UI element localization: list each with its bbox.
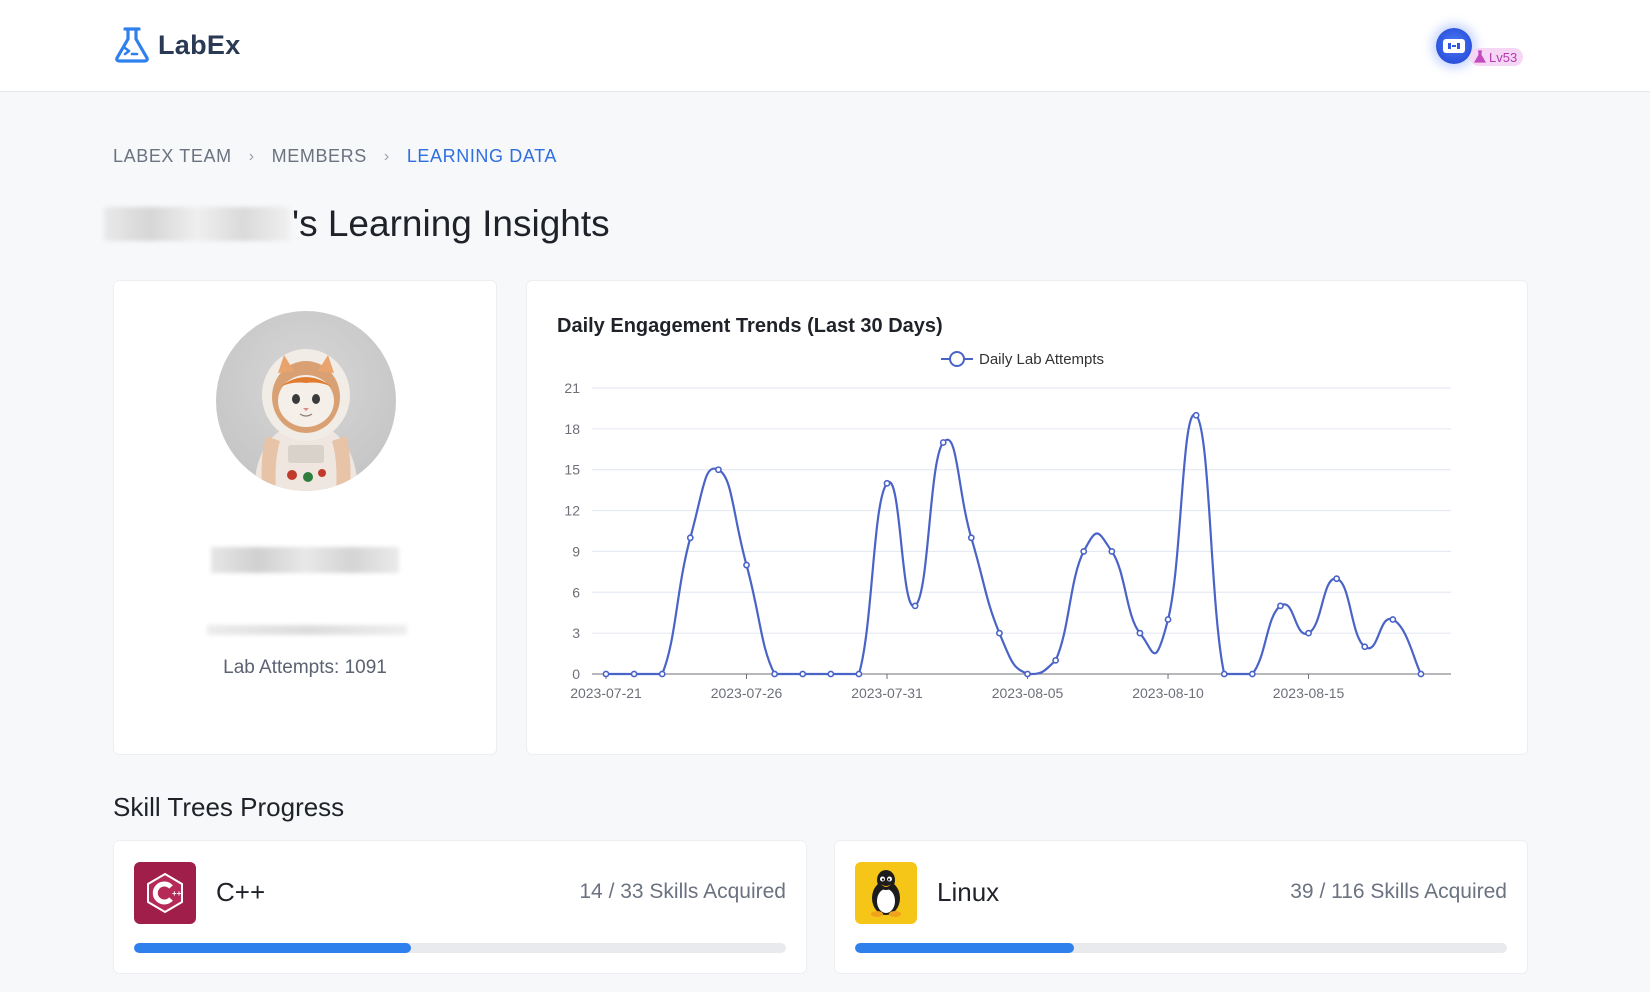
skill-count-cpp: 14 / 33 Skills Acquired [579,880,786,903]
linux-tux-icon [855,862,917,924]
astronaut-cat-avatar-icon [254,349,358,491]
data-point[interactable] [658,670,666,678]
data-point[interactable] [1248,670,1256,678]
data-point[interactable] [630,670,638,678]
cpp-logo-icon: ++ [134,862,196,924]
data-point[interactable] [1220,670,1228,678]
breadcrumb: LABEX TEAM › MEMBERS › LEARNING DATA [113,146,557,167]
page-title: 's Learning Insights [104,203,610,245]
flask-logo-icon [115,27,149,63]
skill-name-linux: Linux [937,877,1000,907]
y-tick-label: 9 [572,543,580,559]
data-point[interactable] [1108,548,1116,555]
engagement-chart-card: Daily Engagement Trends (Last 30 Days) D… [526,280,1528,755]
data-point[interactable] [1136,629,1144,637]
chart-grid [592,387,1451,675]
x-tick-label: 2023-08-15 [1273,685,1345,701]
skill-progress-fill-linux [855,943,1075,953]
data-point[interactable] [686,534,694,542]
redacted-user-handle [207,625,407,635]
labex-logo[interactable]: LabEx [112,24,241,66]
robot-face-icon [1443,39,1465,53]
data-point[interactable] [855,670,863,678]
top-navbar: LabEx Lv53 [0,0,1650,92]
skill-name-cpp: C++ [216,877,266,907]
series-line-daily-lab-attempts [606,413,1422,676]
legend-circle-marker [949,351,965,367]
breadcrumb-labex-team[interactable]: LABEX TEAM [113,146,232,166]
user-level-text: Lv53 [1489,49,1518,65]
data-point[interactable] [771,670,779,678]
data-point[interactable] [743,561,750,569]
data-point[interactable] [1192,411,1200,419]
data-point[interactable] [1305,629,1312,637]
x-tick-label: 2023-07-26 [711,685,783,701]
data-point[interactable] [996,629,1003,637]
data-point[interactable] [1361,643,1369,651]
skill-progress-fill-cpp [134,943,411,953]
data-point[interactable] [1389,616,1397,623]
data-point[interactable] [715,466,722,474]
data-point[interactable] [1080,548,1088,555]
data-point[interactable] [1417,670,1425,678]
y-tick-label: 15 [564,462,580,478]
x-tick-label: 2023-08-10 [1132,685,1204,701]
flask-icon [1473,50,1487,63]
y-tick-label: 0 [572,666,580,682]
series-points [602,411,1425,678]
skill-card-linux[interactable]: Linux 39 / 116 Skills Acquired [834,840,1528,974]
data-point[interactable] [911,602,919,610]
breadcrumb-learning-data: LEARNING DATA [406,146,557,166]
data-point[interactable] [602,670,610,678]
skill-trees-title: Skill Trees Progress [113,792,345,822]
chevron-right-icon: › [383,147,390,165]
chevron-right-icon: › [248,147,255,165]
engagement-line-chart: Daily Lab Attempts 0 3 6 9 12 15 18 21 2023-07-… [564,351,1451,701]
data-point[interactable] [1164,616,1172,623]
data-point[interactable] [967,534,975,542]
skill-count-linux: 39 / 116 Skills Acquired [1290,880,1507,903]
user-level-badge: Lv53 [1470,48,1524,66]
profile-card: Lab Attempts: 1091 [113,280,497,755]
data-point[interactable] [827,670,835,678]
data-point[interactable] [799,670,807,678]
skill-card-cpp[interactable]: ++ C++ 14 / 33 Skills Acquired [113,840,807,974]
y-tick-label: 18 [564,421,580,437]
y-tick-label: 21 [564,380,580,396]
redacted-username [104,207,290,241]
data-point[interactable] [1024,670,1031,678]
data-point[interactable] [939,439,947,446]
brand-name: LabEx [158,29,241,60]
chart-title: Daily Engagement Trends (Last 30 Days) [557,315,943,337]
data-point[interactable] [1333,575,1341,583]
skill-progress-cpp [134,943,786,953]
y-axis-ticks: 0 3 6 9 12 15 18 21 [564,380,580,682]
chart-legend[interactable]: Daily Lab Attempts [941,351,1104,368]
data-point[interactable] [883,479,891,487]
legend-label: Daily Lab Attempts [979,351,1104,368]
redacted-display-name [211,547,399,573]
lab-attempts-count: Lab Attempts: 1091 [223,657,387,678]
y-tick-label: 12 [564,503,580,519]
svg-text:++: ++ [172,889,182,898]
x-axis-ticks: 2023-07-21 2023-07-26 2023-07-31 2023-08-05… [570,674,1345,701]
breadcrumb-members[interactable]: MEMBERS [271,146,367,166]
page-title-text: 's Learning Insights [292,203,610,244]
x-tick-label: 2023-08-05 [992,685,1064,701]
skill-progress-linux [855,943,1507,953]
x-tick-label: 2023-07-21 [570,685,642,701]
data-point[interactable] [1277,602,1284,610]
profile-avatar [216,311,396,491]
y-tick-label: 3 [572,625,580,641]
y-tick-label: 6 [572,584,580,600]
x-tick-label: 2023-07-31 [851,685,923,701]
user-avatar[interactable] [1436,28,1472,64]
data-point[interactable] [1052,656,1060,664]
